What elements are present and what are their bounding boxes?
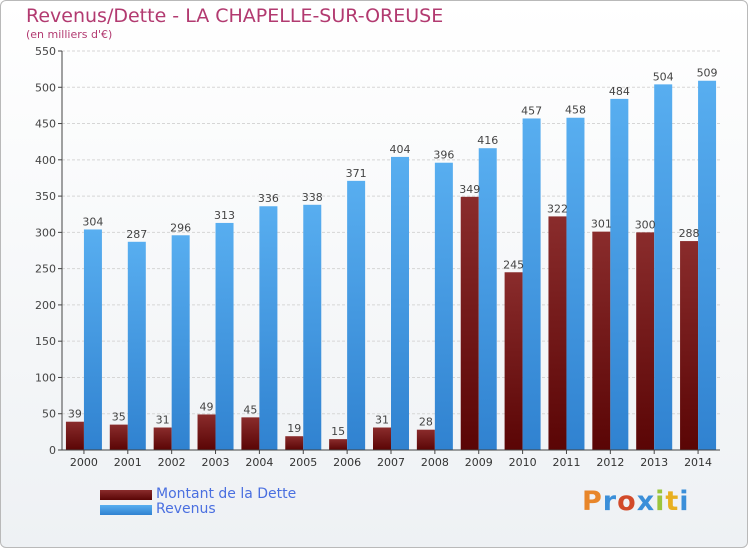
chart-subtitle: (en milliers d'€) — [26, 28, 113, 41]
bar-revenue — [566, 117, 585, 450]
bar-revenue — [83, 229, 102, 450]
chart-title: Revenus/Dette - LA CHAPELLE-SUR-OREUSE — [26, 5, 444, 27]
data-label: 396 — [433, 149, 454, 162]
data-label: 287 — [126, 228, 147, 241]
data-label: 509 — [697, 67, 718, 80]
y-tick-label: 0 — [49, 444, 56, 457]
x-tick-label: 2013 — [640, 456, 668, 469]
legend-swatch-debt — [100, 490, 152, 500]
data-label: 322 — [547, 202, 568, 215]
bar-debt — [65, 421, 84, 450]
data-label: 296 — [170, 221, 191, 234]
bar-revenue — [610, 98, 629, 450]
data-label: 245 — [503, 258, 524, 271]
y-tick-label: 550 — [35, 45, 56, 58]
data-label: 349 — [459, 183, 480, 196]
x-tick-label: 2007 — [377, 456, 405, 469]
data-label: 31 — [156, 414, 170, 427]
data-label: 15 — [331, 425, 345, 438]
y-tick-label: 400 — [35, 154, 56, 167]
y-tick-label: 150 — [35, 335, 56, 348]
data-label: 49 — [200, 400, 214, 413]
y-tick-label: 200 — [35, 299, 56, 312]
data-label: 458 — [565, 104, 586, 117]
bar-debt — [241, 417, 260, 450]
bar-debt — [373, 427, 391, 450]
data-label: 300 — [635, 218, 656, 231]
y-tick-label: 450 — [35, 118, 56, 131]
bar-revenue — [127, 241, 146, 450]
x-tick-label: 2001 — [114, 456, 142, 469]
bar-debt — [592, 231, 611, 450]
bar-debt — [416, 429, 435, 450]
data-label: 371 — [346, 167, 367, 180]
bar-debt — [197, 414, 216, 450]
data-label: 457 — [521, 104, 542, 117]
x-tick-label: 2009 — [465, 456, 493, 469]
bar-debt — [460, 196, 479, 450]
data-label: 45 — [243, 403, 257, 416]
x-tick-label: 2000 — [70, 456, 98, 469]
bar-debt — [636, 232, 655, 450]
x-tick-label: 2006 — [333, 456, 361, 469]
axes: 0 50 100 150 200 250 300 350 400 450 500 550 2000 200… — [35, 45, 720, 469]
data-label: 28 — [419, 416, 433, 429]
data-label: 288 — [679, 227, 700, 240]
bars — [65, 80, 717, 450]
bar-revenue — [347, 180, 366, 450]
legend-swatch-revenue — [100, 505, 152, 515]
x-tick-label: 2014 — [684, 456, 712, 469]
x-tick-label: 2002 — [158, 456, 186, 469]
bar-revenue — [434, 162, 453, 450]
bar-revenue — [303, 204, 322, 450]
bar-debt — [153, 427, 172, 450]
data-label: 416 — [477, 134, 498, 147]
y-tick-label: 100 — [35, 371, 56, 384]
legend-label-debt: Montant de la Dette — [156, 486, 297, 502]
bar-debt — [680, 241, 699, 450]
data-label: 39 — [68, 408, 82, 421]
x-tick-label: 2011 — [552, 456, 580, 469]
data-label: 19 — [287, 422, 301, 435]
data-labels: 39 304 35 287 31 296 49 313 45 336 19 338 15 371 31 404… — [68, 67, 718, 438]
x-tick-label: 2005 — [289, 456, 317, 469]
x-tick-label: 2012 — [596, 456, 624, 469]
bar-debt — [504, 272, 523, 450]
data-label: 338 — [302, 191, 323, 204]
x-tick-label: 2010 — [509, 456, 537, 469]
bar-revenue — [215, 222, 234, 450]
bar-revenue — [522, 118, 541, 450]
data-label: 404 — [390, 143, 411, 156]
data-label: 504 — [653, 70, 674, 83]
bar-debt — [329, 439, 348, 450]
bar-revenue — [259, 206, 278, 450]
data-label: 304 — [82, 215, 103, 228]
data-label: 31 — [375, 414, 389, 427]
data-label: 313 — [214, 209, 235, 222]
x-tick-label: 2004 — [245, 456, 273, 469]
data-label: 336 — [258, 192, 279, 205]
bar-revenue — [698, 80, 717, 450]
bar-revenue — [171, 235, 190, 450]
data-label: 35 — [112, 411, 126, 424]
bar-revenue — [391, 156, 409, 450]
x-tick-label: 2003 — [202, 456, 230, 469]
legend-label-revenue: Revenus — [156, 501, 216, 517]
data-label: 301 — [591, 218, 612, 231]
y-tick-label: 350 — [35, 190, 56, 203]
bar-revenue — [654, 84, 673, 450]
x-tick-label: 2008 — [421, 456, 449, 469]
y-tick-label: 300 — [35, 226, 56, 239]
y-tick-label: 50 — [42, 408, 56, 421]
y-tick-label: 500 — [35, 81, 56, 94]
y-tick-label: 250 — [35, 263, 56, 276]
bar-debt — [109, 424, 128, 450]
bar-debt — [285, 436, 304, 450]
data-label: 484 — [609, 85, 630, 98]
bar-debt — [548, 216, 567, 450]
proxiti-logo: Proxiti — [582, 486, 690, 517]
bar-revenue — [478, 148, 497, 450]
